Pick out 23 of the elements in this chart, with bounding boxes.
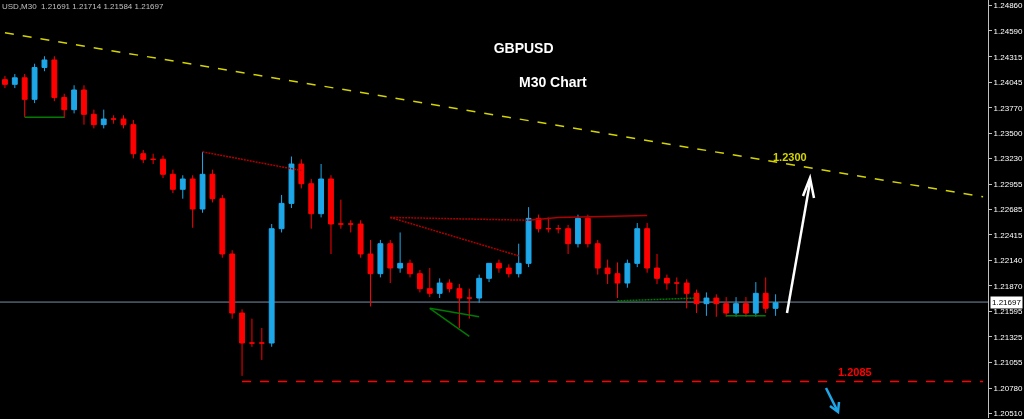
y-tick-label: 1.22415 <box>993 230 1024 240</box>
y-tick-label: 1.21055 <box>993 358 1024 368</box>
y-tick-label: 1.23770 <box>993 103 1024 113</box>
y-tick-label: 1.20780 <box>993 383 1024 393</box>
y-tick-label: 1.24860 <box>993 1 1024 11</box>
y-tick-label: 1.22685 <box>993 205 1024 215</box>
y-tick-label: 1.21595 <box>993 307 1024 317</box>
annotation: USD,M30 1.21691 1.21714 1.21584 1.21697 <box>2 2 165 11</box>
text: M30 Chart <box>519 74 588 90</box>
y-tick-label: 1.20510 <box>993 409 1024 419</box>
y-tick-label: 1.23230 <box>993 154 1024 164</box>
y-tick-label: 1.24315 <box>993 52 1024 62</box>
y-tick-label: 1.23500 <box>993 128 1024 138</box>
y-tick-label: 1.24590 <box>993 26 1024 36</box>
annotation: 1.2085 <box>838 366 872 378</box>
y-tick-label: 1.24045 <box>993 77 1024 87</box>
annotation: 1.2300 <box>773 151 807 163</box>
y-tick-label: 1.22140 <box>993 256 1024 266</box>
ref-line-label: 1.21697 <box>992 298 1022 307</box>
y-tick-label: 1.21870 <box>993 281 1024 291</box>
text: GBPUSD <box>493 39 554 56</box>
y-tick-label: 1.21325 <box>993 332 1024 342</box>
y-tick-label: 1.22955 <box>993 179 1024 189</box>
